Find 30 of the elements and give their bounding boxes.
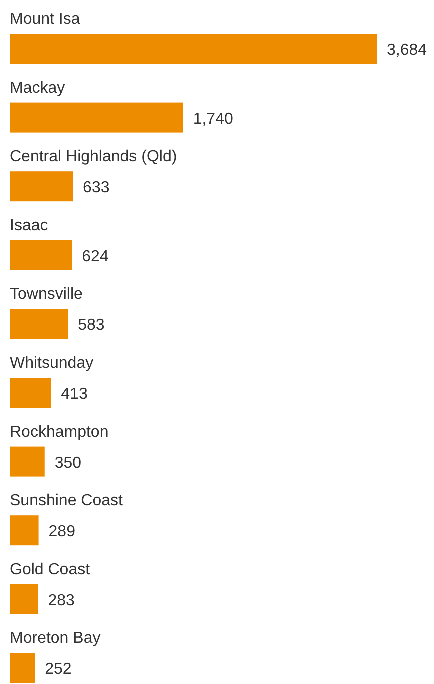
y-tick-label: Mount Isa xyxy=(10,11,80,28)
bar xyxy=(10,516,39,546)
y-tick-label: Moreton Bay xyxy=(10,630,101,648)
bar xyxy=(10,446,45,477)
y-tick-label: Townsville xyxy=(10,286,84,304)
y-tick-label: Central Highlands (Qld) xyxy=(10,148,178,166)
data-label: 350 xyxy=(54,454,82,472)
bar xyxy=(10,102,184,133)
data-label: 1,740 xyxy=(193,110,234,128)
data-label: 624 xyxy=(82,248,109,266)
data-label: 289 xyxy=(48,524,76,541)
y-tick-label: Gold Coast xyxy=(10,561,91,578)
data-label: 252 xyxy=(45,661,72,678)
y-tick-label: Mackay xyxy=(10,80,66,97)
data-label: 633 xyxy=(83,180,110,197)
data-label: 583 xyxy=(78,317,105,334)
bar xyxy=(10,172,74,202)
bar xyxy=(10,240,72,270)
data-label: 283 xyxy=(48,592,75,610)
y-tick-label: Isaac xyxy=(10,217,48,234)
y-tick-label: Whitsunday xyxy=(10,355,94,372)
bar xyxy=(10,309,68,340)
bar xyxy=(10,34,377,64)
data-label: 413 xyxy=(61,386,88,403)
bar xyxy=(10,584,38,614)
y-tick-label: Rockhampton xyxy=(10,424,109,441)
bar xyxy=(10,378,52,408)
bar xyxy=(10,653,36,684)
y-tick-label: Sunshine Coast xyxy=(10,492,124,510)
data-label: 3,684 xyxy=(387,42,428,59)
